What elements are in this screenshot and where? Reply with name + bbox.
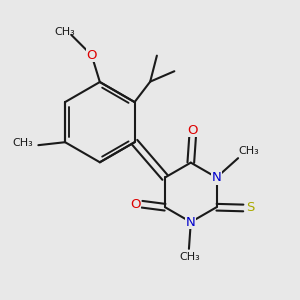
Text: O: O <box>188 124 198 137</box>
Text: N: N <box>212 171 221 184</box>
Text: O: O <box>130 198 141 211</box>
Text: S: S <box>247 202 255 214</box>
Text: CH₃: CH₃ <box>238 146 259 157</box>
Text: CH₃: CH₃ <box>54 27 75 37</box>
Text: N: N <box>186 216 196 229</box>
Text: O: O <box>86 49 97 62</box>
Text: CH₃: CH₃ <box>179 252 200 262</box>
Text: CH₃: CH₃ <box>12 138 33 148</box>
